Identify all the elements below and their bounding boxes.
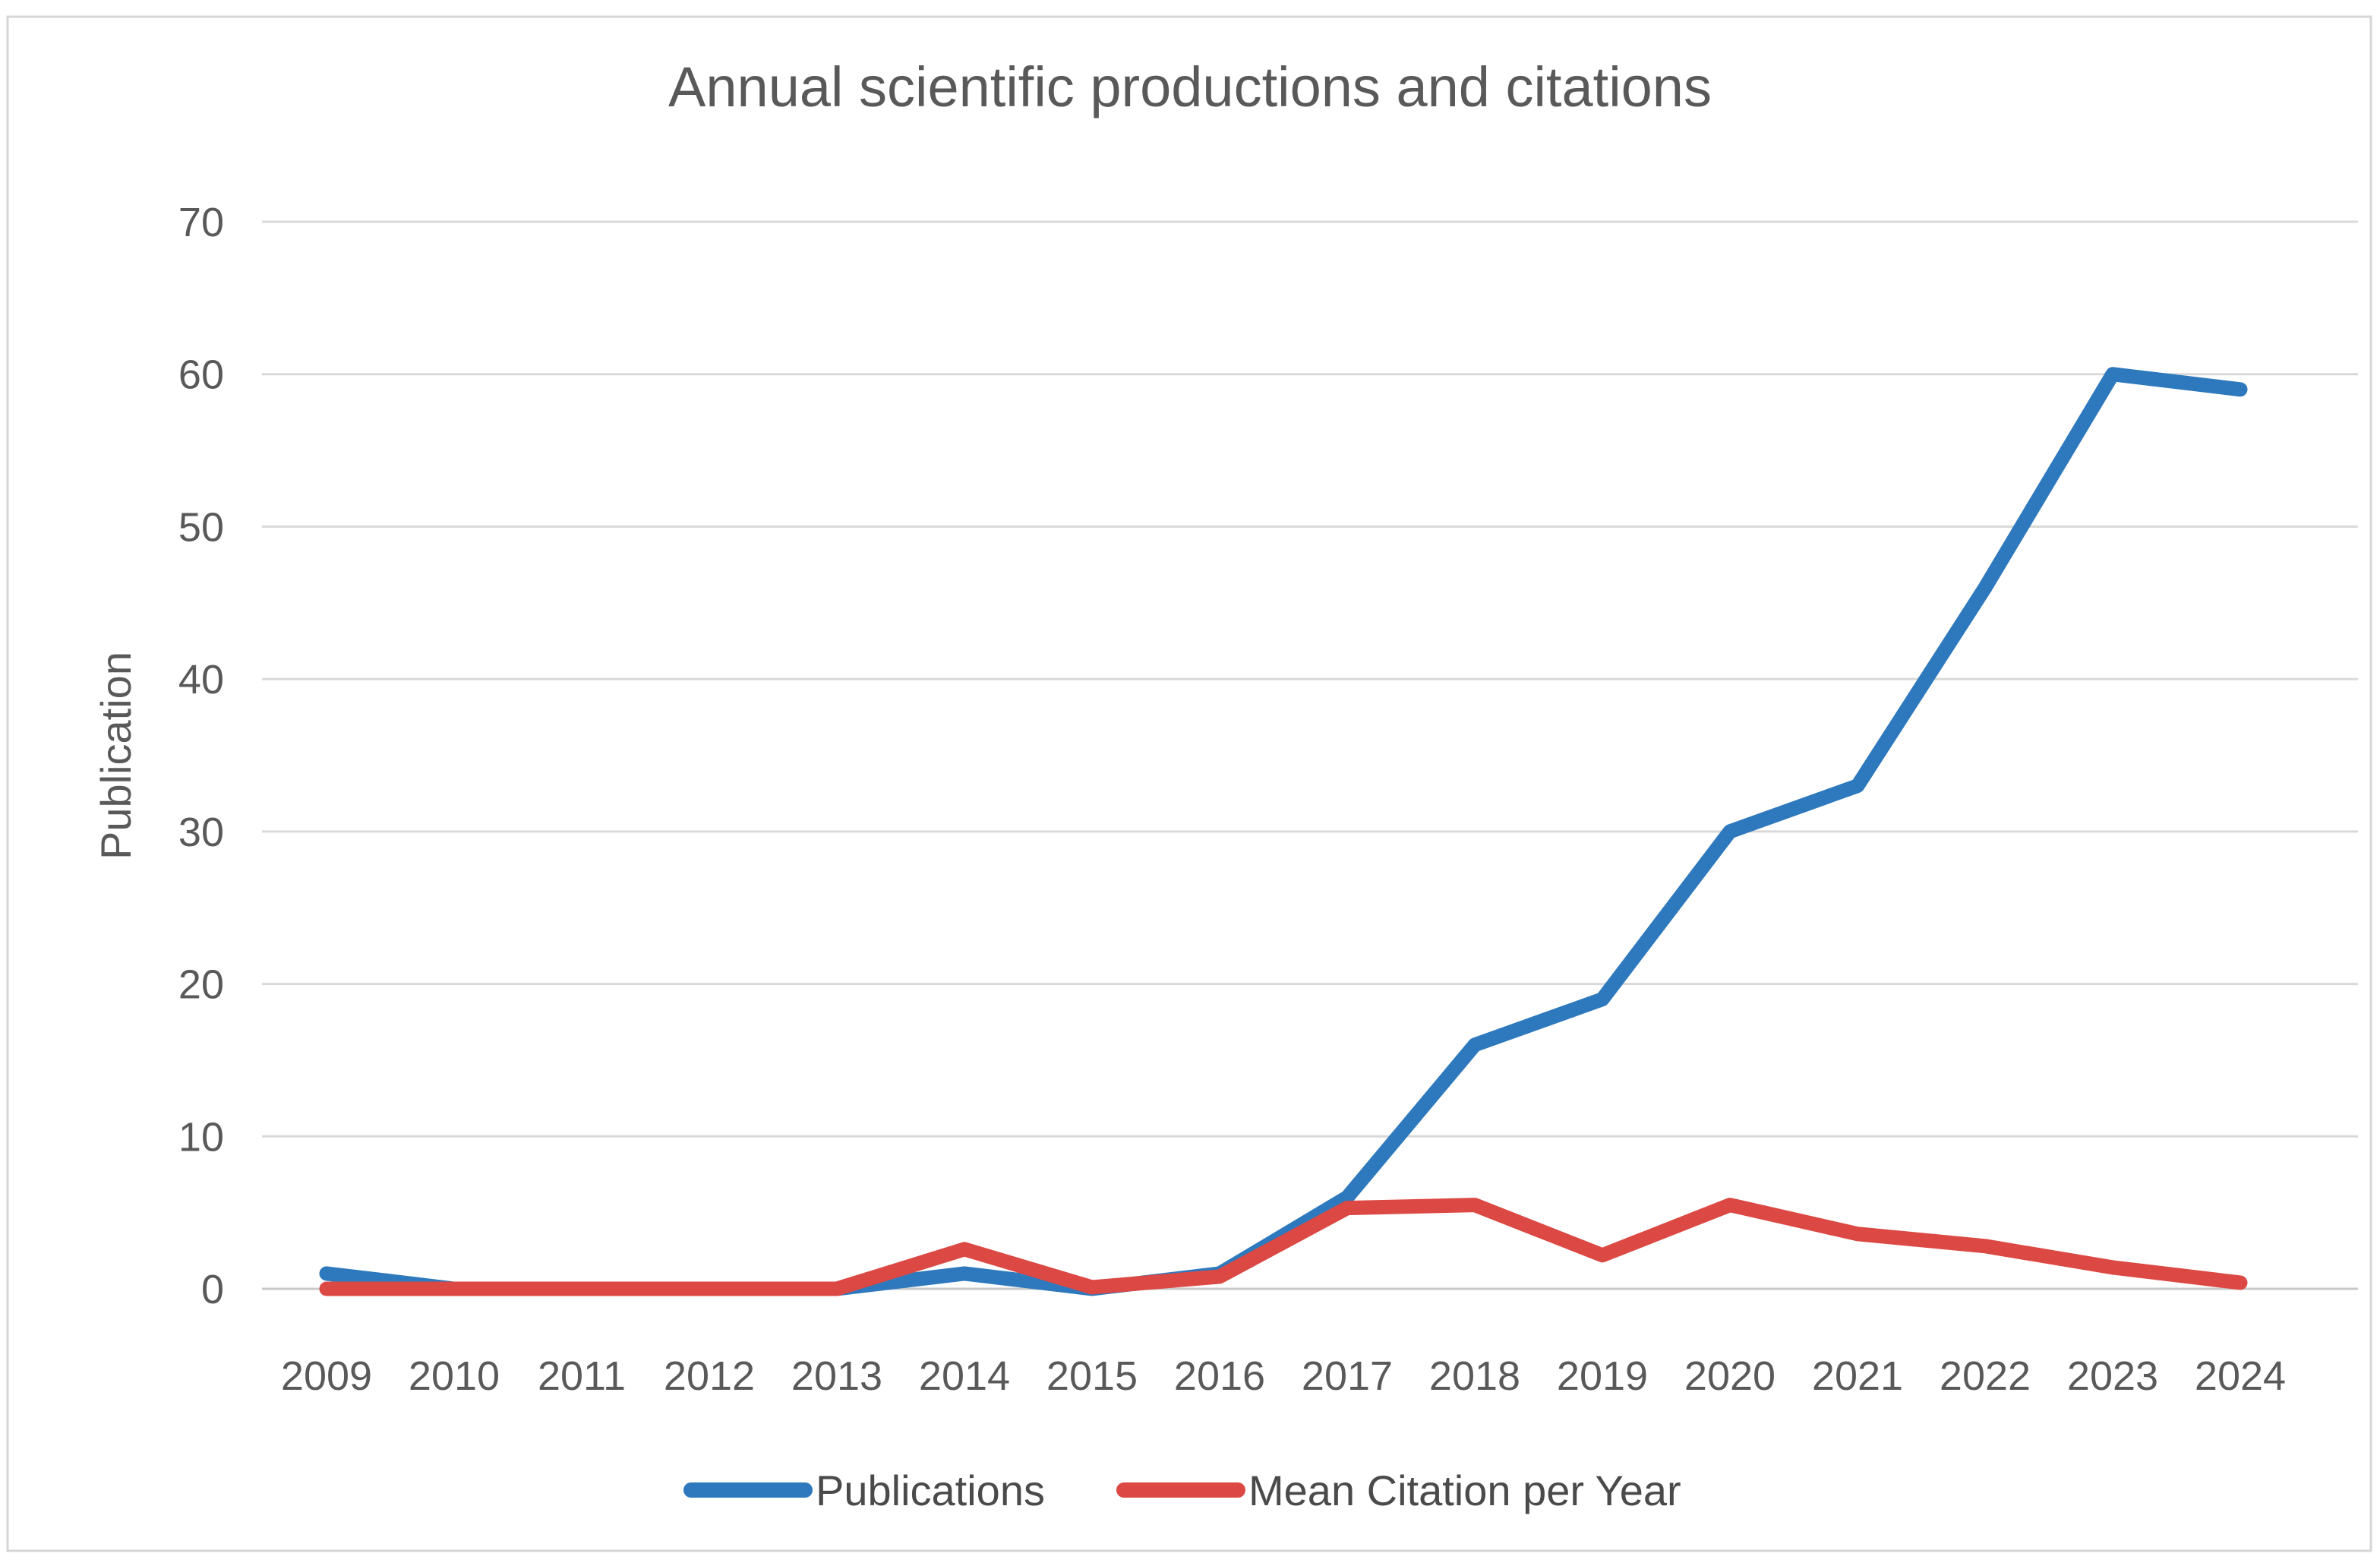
series-line-mean-citation-per-year (319, 1198, 2248, 1296)
y-tick-label: 60 (178, 352, 224, 398)
legend-item: Publications (683, 1467, 1045, 1514)
x-tick-label: 2021 (1812, 1353, 1903, 1399)
y-tick-label: 50 (178, 504, 224, 550)
y-tick-label: 40 (178, 657, 224, 702)
x-tick-label: 2017 (1302, 1353, 1393, 1399)
x-tick-label: 2010 (409, 1353, 500, 1399)
legend: Publications Mean Citation per Year (683, 1467, 1681, 1514)
y-axis-tick-labels: 0 10 20 30 40 50 60 70 (178, 200, 224, 1312)
y-tick-label: 70 (178, 200, 224, 245)
chart-title: Annual scientific productions and citati… (668, 55, 1712, 118)
gridlines-group (262, 220, 2358, 1290)
y-tick-label: 0 (201, 1267, 224, 1312)
x-tick-label: 2024 (2195, 1353, 2286, 1399)
x-tick-label: 2014 (919, 1353, 1010, 1399)
x-tick-label: 2019 (1557, 1353, 1648, 1399)
series-lines-group (319, 367, 2248, 1296)
legend-label: Publications (816, 1467, 1045, 1514)
y-tick-label: 30 (178, 810, 224, 855)
x-axis-tick-labels: 2009 2010 2011 2012 2013 2014 2015 2016 2017 2018… (281, 1353, 2286, 1399)
x-tick-label: 2013 (791, 1353, 882, 1399)
legend-item: Mean Citation per Year (1116, 1467, 1681, 1514)
y-axis-title: Publication (92, 652, 140, 860)
legend-label: Mean Citation per Year (1248, 1467, 1681, 1514)
x-tick-label: 2023 (2067, 1353, 2158, 1399)
x-tick-label: 2022 (1940, 1353, 2031, 1399)
x-tick-label: 2009 (281, 1353, 372, 1399)
figure-frame (6, 15, 2372, 1552)
x-tick-label: 2018 (1429, 1353, 1520, 1399)
y-tick-label: 20 (178, 962, 224, 1008)
x-tick-label: 2015 (1046, 1353, 1138, 1399)
x-tick-label: 2016 (1174, 1353, 1265, 1399)
x-tick-label: 2020 (1684, 1353, 1776, 1399)
x-tick-label: 2012 (664, 1353, 755, 1399)
x-tick-label: 2011 (538, 1353, 626, 1399)
y-tick-label: 10 (178, 1114, 224, 1160)
